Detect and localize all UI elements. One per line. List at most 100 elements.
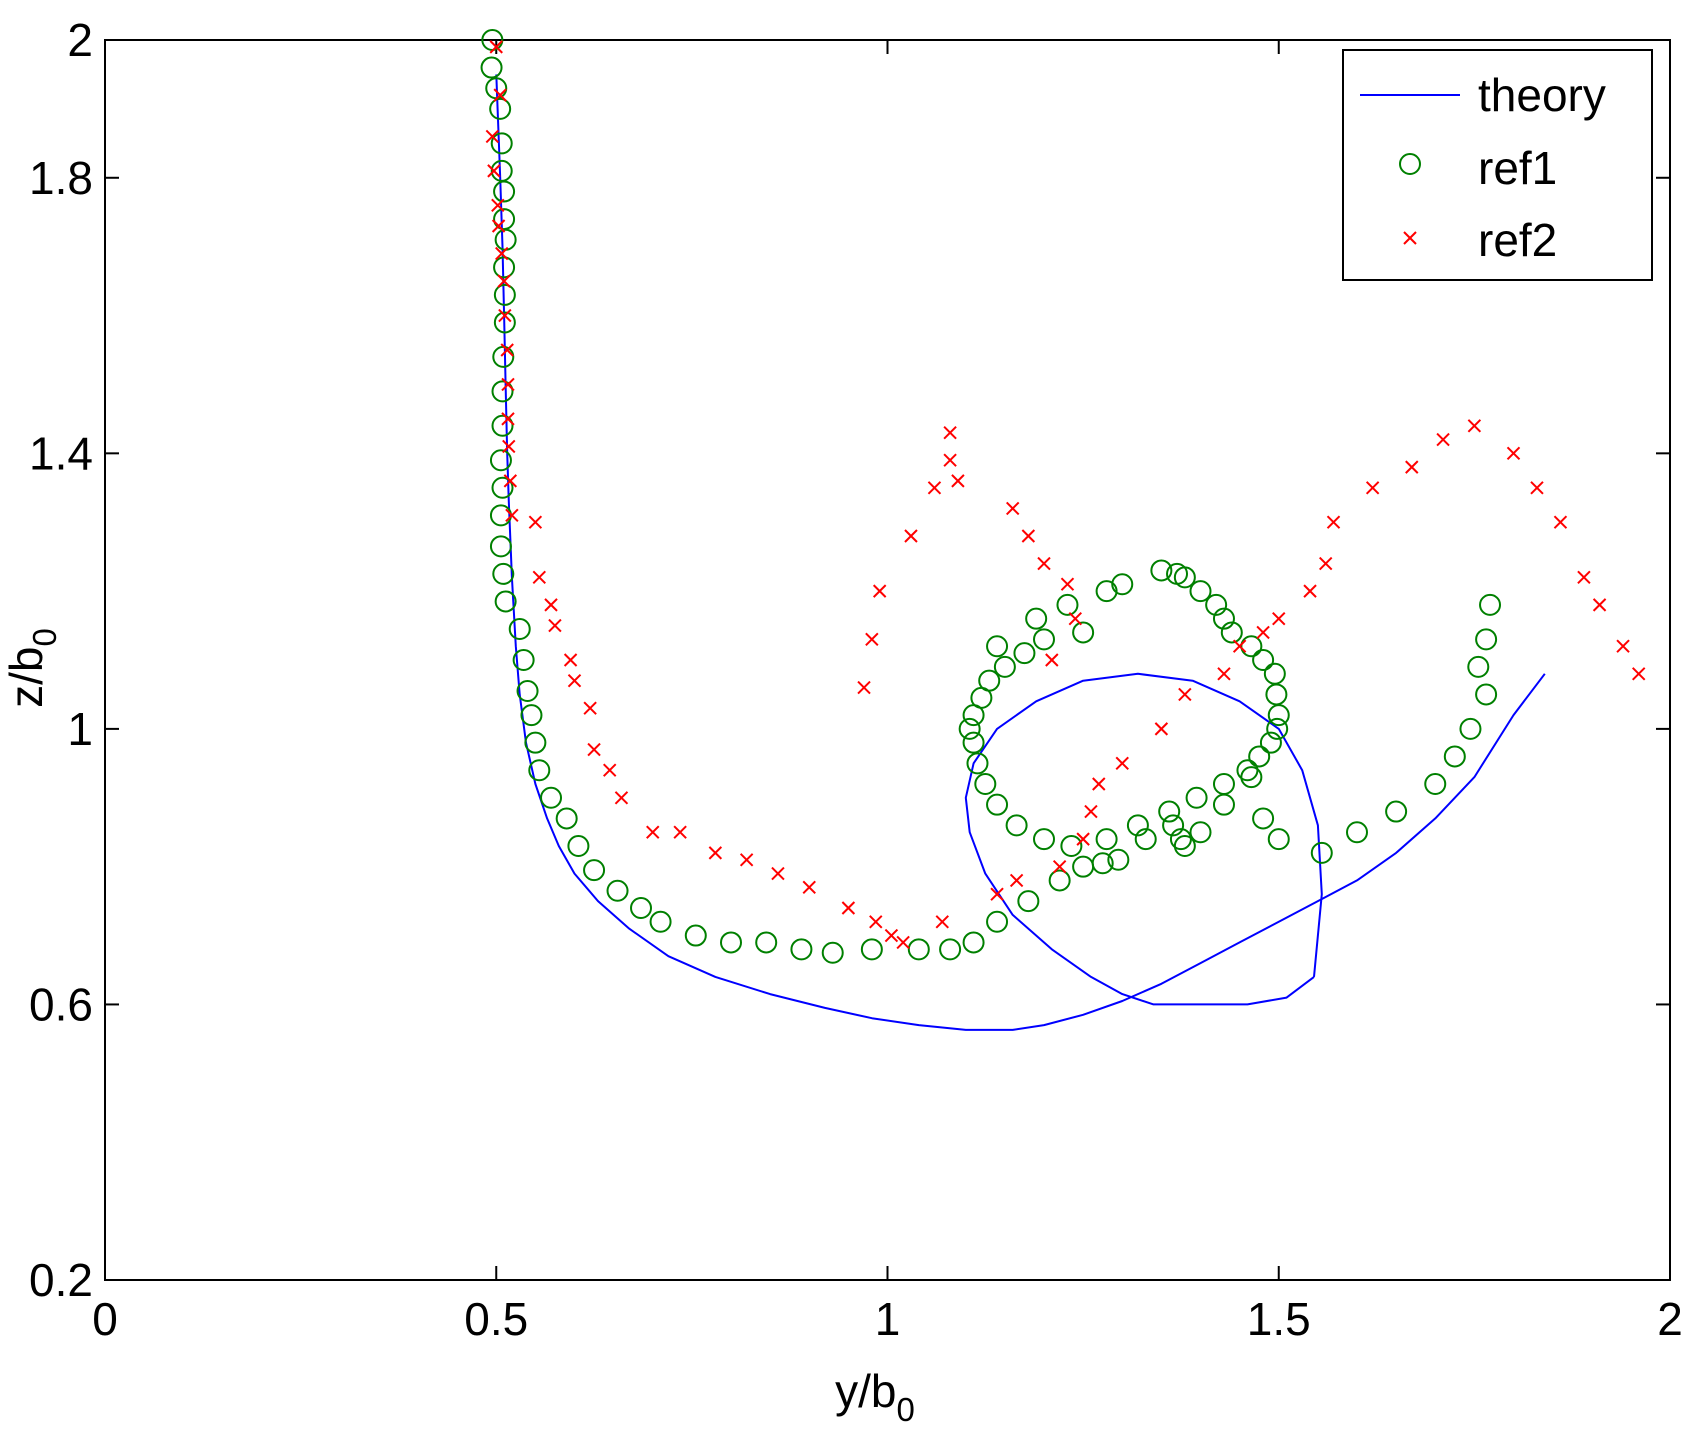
ref1-point [1475, 683, 1498, 706]
ref2-point [1436, 432, 1450, 447]
ref1-point [986, 635, 1009, 658]
legend-theory-label: theory [1478, 69, 1606, 121]
series-ref2 [485, 40, 1646, 950]
ref1-point [1240, 635, 1263, 658]
ref1-point [1158, 800, 1181, 823]
y-axis-label-subscript: 0 [26, 628, 63, 646]
ref2-point [1068, 611, 1083, 626]
ref2-point [1115, 756, 1129, 771]
ref1-point [1048, 869, 1071, 892]
legend-box [1342, 49, 1653, 281]
ref1-point [524, 731, 547, 754]
ref1-point [1056, 593, 1079, 616]
ref2-point [485, 129, 500, 144]
ref1-point [1479, 593, 1502, 616]
y-tick-label: 2 [67, 14, 93, 66]
ref1-point [1424, 773, 1447, 795]
ref1-point [516, 680, 539, 702]
ref2-point [614, 791, 629, 805]
ref2-point [544, 598, 558, 612]
ref1-point [1033, 628, 1055, 651]
ref1-point [1189, 821, 1212, 844]
y-tick-label: 1 [67, 703, 93, 755]
ref1-point [491, 476, 514, 499]
ref2-point [857, 680, 871, 695]
ref2-point [1530, 481, 1544, 495]
ref2-point [1232, 639, 1247, 653]
ref1-point [1267, 828, 1290, 851]
ref2-point [1326, 515, 1341, 529]
y-tick-label: 1.4 [29, 427, 93, 479]
ref2-point [1272, 611, 1286, 626]
ref1-point [493, 256, 516, 279]
ref1-point [1252, 649, 1275, 671]
ref1-point [1385, 800, 1408, 823]
legend-ref2-marker [1403, 231, 1417, 245]
ref1-point [1091, 852, 1114, 875]
ref1-point [993, 655, 1016, 678]
ref2-point [497, 274, 511, 288]
ref1-point [1126, 814, 1149, 837]
ref1-point [1134, 828, 1157, 851]
ref2-point [548, 618, 562, 633]
ref1-point [606, 879, 629, 902]
axis-ticks [104, 39, 1671, 1281]
ref1-point [1259, 731, 1282, 754]
ref2-point [487, 164, 501, 178]
y-tick-label: 0.2 [29, 1254, 93, 1306]
x-tick-label: 1 [875, 1293, 901, 1345]
ref2-point [1084, 804, 1098, 819]
ref2-point [1577, 570, 1591, 585]
ref1-point [1443, 745, 1466, 768]
legend: theory ref1 ref2 [1342, 49, 1653, 281]
ref1-point [1072, 621, 1095, 644]
x-tick-label: 0.5 [464, 1293, 528, 1345]
ref2-point [884, 928, 899, 943]
ref1-point [962, 931, 985, 954]
ref2-point [603, 763, 617, 777]
ref1-point [1017, 890, 1040, 913]
x-tick-label: 2 [1657, 1293, 1683, 1345]
ref2-point [1154, 722, 1169, 736]
ref1-point [790, 938, 813, 961]
ref1-point [1005, 814, 1028, 837]
ref1-point [494, 590, 517, 613]
ref2-point [1303, 584, 1317, 598]
ref1-point [1248, 745, 1271, 768]
y-axis-label: z/b0 [0, 628, 63, 708]
ref2-point [1506, 446, 1521, 461]
ref1-point [939, 938, 962, 961]
ref2-point [708, 846, 723, 860]
ref1-point [962, 704, 985, 727]
ref1-point [489, 97, 512, 120]
theory-curve [495, 74, 1546, 1031]
ref2-point [1009, 873, 1024, 888]
ref1-point [1220, 621, 1243, 644]
ref1-point [860, 938, 883, 961]
ref2-point [1045, 653, 1059, 667]
ref2-point [1318, 556, 1333, 571]
ref1-point [489, 535, 512, 558]
ref2-point [739, 853, 754, 867]
plot-series [480, 29, 1646, 1031]
legend-ref2-label: ref2 [1478, 214, 1557, 266]
ref1-point [1169, 828, 1192, 851]
ref1-point [974, 773, 997, 795]
ref1-point [962, 731, 985, 754]
x-tick-label: 0 [92, 1293, 118, 1345]
ref1-point [491, 380, 514, 403]
ref1-point [1095, 580, 1118, 603]
ref1-point [512, 649, 535, 671]
ref1-point [1189, 580, 1212, 603]
ref2-point [1553, 515, 1568, 529]
ref2-point [583, 701, 597, 715]
ref1-point [1060, 835, 1083, 857]
ref2-point [841, 901, 856, 915]
ref1-point [1475, 628, 1498, 651]
ref2-point [1052, 859, 1067, 874]
legend-ref1-label: ref1 [1478, 142, 1557, 194]
ref1-point [1266, 717, 1289, 740]
ref2-point [1217, 667, 1231, 681]
ref1-point [966, 752, 989, 775]
ref2-point [532, 570, 546, 585]
